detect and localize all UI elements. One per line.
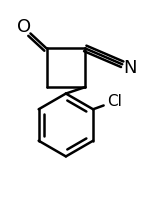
Text: O: O <box>17 18 31 36</box>
Text: N: N <box>124 59 137 77</box>
Text: Cl: Cl <box>107 94 122 109</box>
